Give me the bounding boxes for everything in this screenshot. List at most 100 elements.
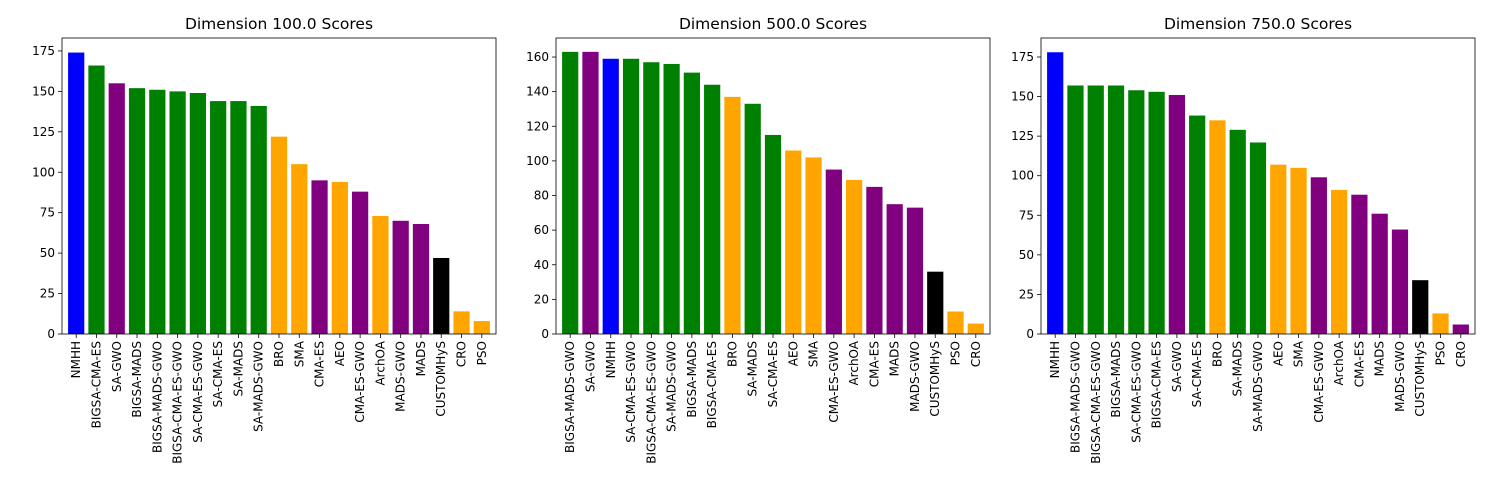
x-tick-label: NMHH [604, 341, 618, 378]
x-tick-label: SA-MADS-GWO [252, 341, 266, 432]
bar [1107, 85, 1125, 335]
bar [169, 91, 186, 334]
x-tick-label: SA-MADS [746, 341, 760, 397]
x-tick-label: BIGSA-CMA-ES-GWO [1089, 341, 1103, 464]
y-tick-label: 100 [1011, 169, 1034, 183]
bar [602, 58, 619, 335]
y-tick-label: 20 [534, 292, 549, 306]
bar [1290, 167, 1307, 334]
x-tick-label: ArchOA [1332, 340, 1346, 385]
bar [1209, 120, 1226, 334]
x-tick-label: AEO [786, 341, 800, 366]
bar [372, 215, 389, 334]
bar [1047, 52, 1064, 334]
y-tick-label: 0 [1026, 327, 1034, 341]
x-tick-label: BIGSA-MADS-GWO [1068, 341, 1082, 453]
bar [1270, 164, 1287, 334]
x-tick-label: AEO [333, 341, 347, 366]
bar [704, 84, 721, 335]
x-tick-label: SA-MADS-GWO [1251, 341, 1265, 432]
bar [1371, 213, 1388, 334]
x-tick-label: BIGSA-CMA-ES [89, 341, 103, 428]
y-tick-label: 25 [1019, 287, 1034, 301]
bar [622, 58, 640, 335]
bar [663, 63, 680, 335]
bar [189, 92, 206, 335]
bar [1452, 324, 1469, 334]
bar [866, 186, 883, 334]
x-tick-label: BIGSA-CMA-ES [705, 341, 719, 428]
x-tick-label: SMA [292, 340, 306, 367]
axes-frame [1040, 37, 1476, 335]
y-tick-label: 125 [32, 125, 55, 139]
y-tick-label: 160 [526, 50, 549, 64]
bar [927, 271, 944, 334]
x-tick-label: SA-CMA-ES [766, 341, 780, 407]
y-tick-label: 100 [526, 154, 549, 168]
bar [1229, 129, 1246, 334]
bar [785, 150, 802, 334]
bar [724, 96, 741, 334]
y-tick-label: 125 [1011, 129, 1034, 143]
y-tick-label: 0 [541, 327, 549, 341]
bar [149, 89, 166, 334]
bar [582, 51, 599, 334]
bar [1168, 94, 1185, 334]
x-tick-label: MADS [414, 341, 428, 376]
chart-panel-2: BIGSA-MADS-GWO SA-GWO NMHH SA-CMA-ES-GWO BIG… [526, 15, 991, 464]
x-tick-label: SA-CMA-ES-GWO [624, 341, 638, 443]
bar [562, 51, 579, 334]
bar [1189, 115, 1206, 334]
bar [88, 65, 105, 334]
x-tick-label: CRO [455, 341, 469, 367]
x-tick-label: SMA [807, 340, 821, 367]
x-tick-label: SA-CMA-ES [1190, 341, 1204, 407]
x-tick-label: SA-GWO [583, 341, 597, 392]
bar [230, 101, 247, 334]
x-tick-label: NMHH [69, 341, 83, 378]
x-tick-label: CUSTOMHyS [1413, 341, 1427, 417]
x-tick-label: SA-MADS [1231, 341, 1245, 397]
bar [210, 101, 227, 334]
bar [1148, 91, 1165, 334]
bar [906, 207, 924, 334]
y-tick-label: 50 [40, 246, 55, 260]
bar [453, 311, 470, 334]
axes-frame [555, 37, 991, 335]
x-tick-label: CMA-ES-GWO [1312, 341, 1326, 423]
y-tick-label: 25 [40, 287, 55, 301]
bar [433, 257, 450, 334]
x-tick-label: BIGSA-MADS-GWO [563, 341, 577, 453]
x-tick-label: MADS [1373, 341, 1387, 376]
bar [128, 88, 146, 334]
bar [1391, 229, 1409, 334]
x-tick-label: MADS-GWO [908, 341, 922, 412]
x-tick-label: MADS [888, 341, 902, 376]
bar [764, 134, 782, 334]
bar [108, 83, 125, 334]
axes-frame [61, 37, 497, 335]
x-tick-label: BRO [1210, 341, 1224, 367]
bar [352, 191, 369, 334]
bar [1087, 85, 1104, 335]
bar [311, 180, 328, 334]
chart-panel-3: NMHH BIGSA-MADS-GWO BIGSA-CMA-ES-GWO BIGSA-… [1011, 15, 1476, 464]
x-tick-label: BIGSA-MADS [1109, 341, 1123, 418]
x-tick-label: BRO [272, 341, 286, 367]
x-tick-label: CMA-ES [1352, 341, 1366, 387]
x-tick-label: PSO [1434, 341, 1448, 365]
bar [473, 321, 490, 334]
x-tick-label: CMA-ES [313, 341, 327, 387]
x-tick-label: CRO [1454, 341, 1468, 367]
x-tick-label: SMA [1292, 340, 1306, 367]
x-tick-label: BIGSA-CMA-ES-GWO [644, 341, 658, 464]
bar [744, 103, 761, 334]
x-tick-label: CMA-ES [867, 341, 881, 387]
x-tick-label: SA-GWO [1170, 341, 1184, 392]
y-tick-label: 175 [32, 44, 55, 58]
x-tick-label: BIGSA-MADS-GWO [150, 341, 164, 453]
x-tick-label: SA-CMA-ES [211, 341, 225, 407]
bar [886, 204, 903, 334]
bar [846, 179, 863, 334]
bar [68, 52, 85, 335]
